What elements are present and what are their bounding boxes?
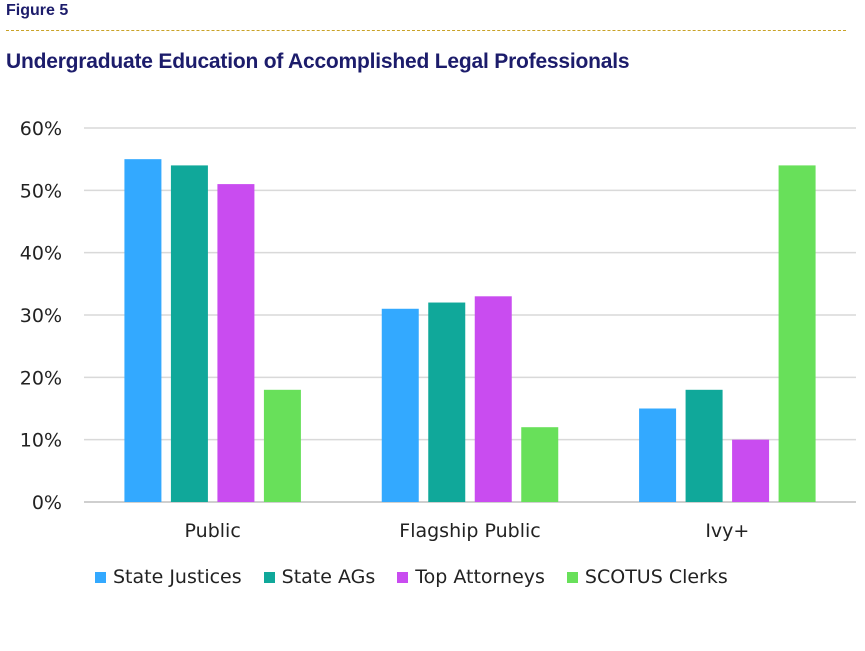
chart-title: Undergraduate Education of Accomplished … bbox=[6, 50, 630, 73]
legend-swatch bbox=[397, 571, 409, 583]
bar bbox=[124, 159, 162, 502]
bar bbox=[732, 439, 770, 502]
figure-label: Figure 5 bbox=[6, 2, 69, 19]
bar bbox=[474, 296, 512, 502]
legend-item: Top Attorneys bbox=[397, 566, 545, 588]
legend-item: State Justices bbox=[95, 566, 242, 588]
bar bbox=[428, 302, 466, 502]
y-tick-label: 60% bbox=[20, 118, 62, 140]
bar bbox=[639, 408, 677, 502]
legend-swatch bbox=[566, 571, 578, 583]
legend-label: Top Attorneys bbox=[415, 566, 545, 588]
y-tick-label: 20% bbox=[20, 367, 62, 389]
y-tick-label: 40% bbox=[20, 243, 62, 265]
bar bbox=[685, 389, 723, 502]
legend-item: State AGs bbox=[263, 566, 376, 588]
bar bbox=[263, 389, 301, 502]
chart-legend: State Justices State AGs Top Attorneys SCOT… bbox=[95, 566, 750, 588]
bar bbox=[778, 165, 816, 502]
bar bbox=[381, 308, 419, 502]
x-tick-label: Flagship Public bbox=[399, 520, 540, 542]
bar bbox=[170, 165, 208, 502]
x-tick-label: Ivy+ bbox=[705, 520, 749, 542]
y-tick-label: 10% bbox=[20, 430, 62, 452]
legend-item: SCOTUS Clerks bbox=[566, 566, 728, 588]
title-divider bbox=[6, 30, 846, 31]
y-tick-label: 30% bbox=[20, 305, 62, 327]
bar bbox=[521, 427, 559, 502]
legend-swatch bbox=[95, 571, 106, 583]
legend-label: SCOTUS Clerks bbox=[584, 566, 728, 588]
bar-chart: 0% 10% 20% 30% 40% 50% 60% Public Flagship Publi… bbox=[20, 118, 856, 542]
y-tick-label: 0% bbox=[32, 492, 62, 514]
x-tick-label: Public bbox=[185, 520, 241, 542]
bar bbox=[217, 184, 255, 502]
legend-label: State AGs bbox=[281, 566, 376, 588]
y-tick-label: 50% bbox=[20, 180, 62, 202]
legend-label: State Justices bbox=[113, 566, 242, 588]
legend-swatch bbox=[263, 571, 275, 583]
